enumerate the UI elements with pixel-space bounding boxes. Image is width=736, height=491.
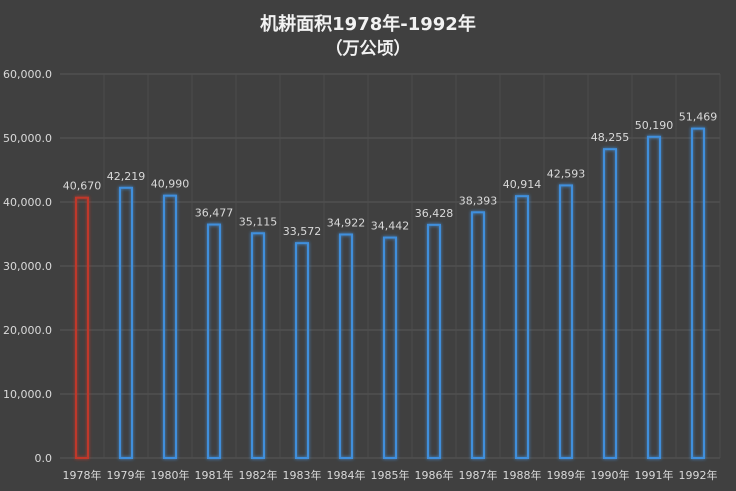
bar [515, 195, 529, 460]
data-label: 40,914 [503, 178, 542, 191]
y-tick-label: 60,000.0 [3, 68, 52, 81]
data-label: 36,477 [195, 207, 234, 220]
y-tick-label: 30,000.0 [3, 260, 52, 273]
y-tick-label: 40,000.0 [3, 196, 52, 209]
x-tick-label: 1984年 [327, 468, 366, 482]
y-tick-label: 0.0 [35, 452, 53, 465]
x-tick-label: 1990年 [591, 468, 630, 482]
data-label: 34,922 [327, 216, 366, 229]
x-tick-label: 1988年 [503, 468, 542, 482]
data-label: 40,990 [151, 178, 190, 191]
bar [251, 232, 265, 459]
chart-subtitle: （万公顷） [325, 39, 411, 59]
bar [691, 127, 705, 460]
x-tick-label: 1989年 [547, 468, 586, 482]
x-tick-label: 1980年 [151, 468, 190, 482]
bar [427, 223, 441, 459]
data-label: 34,442 [371, 220, 410, 233]
bar [119, 186, 133, 459]
bar [207, 223, 221, 459]
data-label: 42,593 [547, 167, 586, 180]
x-tick-label: 1981年 [195, 468, 234, 482]
bar [647, 135, 661, 459]
data-label: 33,572 [283, 225, 322, 238]
data-label: 36,428 [415, 207, 454, 220]
chart-title: 机耕面积1978年-1992年 [260, 14, 476, 35]
x-tick-label: 1991年 [635, 468, 674, 482]
bar [163, 194, 177, 459]
data-label: 35,115 [239, 215, 278, 228]
data-label: 48,255 [591, 131, 630, 144]
x-tick-label: 1979年 [107, 468, 146, 482]
data-label: 38,393 [459, 194, 498, 207]
x-tick-label: 1982年 [239, 468, 278, 482]
data-label: 50,190 [635, 119, 674, 132]
data-label: 42,219 [107, 170, 146, 183]
bar [295, 242, 309, 459]
x-tick-label: 1978年 [63, 468, 102, 482]
data-label: 40,670 [63, 180, 102, 193]
y-tick-label: 20,000.0 [3, 324, 52, 337]
bar [75, 196, 89, 459]
bar [471, 211, 485, 459]
data-label: 51,469 [679, 111, 718, 124]
bar [559, 184, 573, 460]
bar [603, 148, 617, 459]
x-tick-label: 1983年 [283, 468, 322, 482]
bar [339, 233, 353, 459]
x-tick-label: 1987年 [459, 468, 498, 482]
y-tick-label: 50,000.0 [3, 132, 52, 145]
x-tick-label: 1986年 [415, 468, 454, 482]
bar [383, 236, 397, 459]
y-tick-label: 10,000.0 [3, 388, 52, 401]
x-tick-label: 1992年 [679, 468, 718, 482]
x-tick-label: 1985年 [371, 468, 410, 482]
